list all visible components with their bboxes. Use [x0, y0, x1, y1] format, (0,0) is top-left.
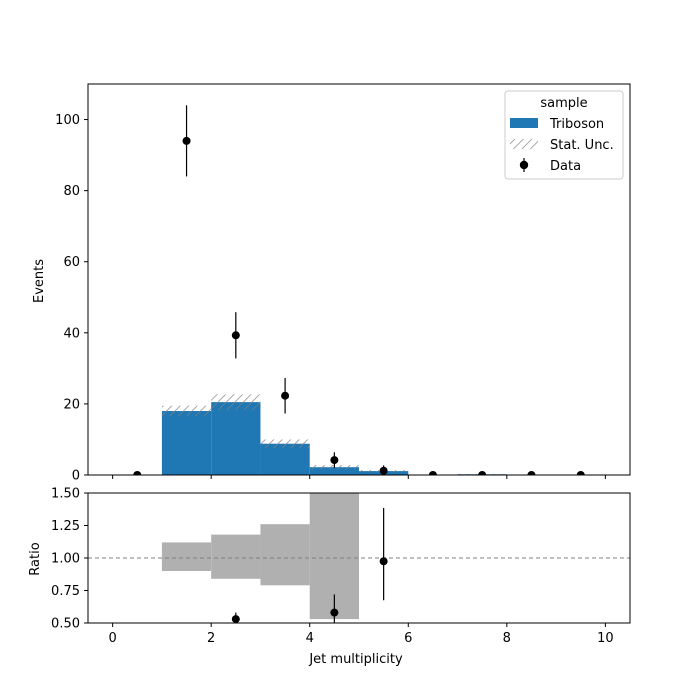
legend-label-triboson: Triboson [549, 117, 604, 132]
legend-label-data: Data [550, 159, 581, 174]
triboson-bar [309, 467, 359, 475]
ratio-y-axis-label: Ratio [28, 542, 43, 575]
legend-marker-data [519, 160, 529, 170]
legend: sample Triboson Stat. Unc. Data [504, 90, 624, 180]
x-tick-label: 6 [404, 631, 412, 646]
data-point [478, 471, 487, 475]
x-axis-label: Jet multiplicity [308, 652, 403, 667]
ratio-panel: 0 2 4 6 8 10 0.50 0.75 1.00 1.25 1.50 Ratio Jet m… [28, 487, 631, 667]
triboson-bar [211, 402, 261, 475]
main-data-points [133, 105, 585, 475]
main-axes-frame [87, 83, 631, 476]
y-tick-label: 60 [63, 255, 80, 270]
ratio-point [231, 615, 240, 623]
y-tick-label: 1.00 [51, 552, 80, 567]
y-tick-label: 1.25 [51, 519, 80, 534]
stat-unc-band [260, 439, 310, 448]
y-tick-label: 20 [63, 397, 80, 412]
triboson-bar [260, 443, 310, 475]
ratio-x-ticks: 0 2 4 6 8 10 [108, 623, 614, 646]
data-point [281, 391, 290, 400]
data-point [182, 136, 191, 145]
main-panel: 0 20 40 60 80 100 Events sample Triboson Stat… [32, 83, 631, 484]
x-tick-label: 0 [108, 631, 116, 646]
y-tick-label: 40 [63, 326, 80, 341]
y-tick-label: 80 [63, 184, 80, 199]
x-tick-label: 2 [207, 631, 215, 646]
data-point [527, 471, 536, 475]
ratio-unc-bin [260, 524, 310, 586]
main-x-ticks [112, 475, 606, 479]
data-point [576, 471, 585, 475]
ratio-y-ticks: 0.50 0.75 1.00 1.25 1.50 [51, 487, 88, 632]
data-point [231, 331, 240, 340]
stat-unc-band [211, 394, 261, 410]
stat-unc-band [161, 405, 212, 417]
main-y-axis-label: Events [32, 259, 47, 303]
y-tick-label: 0.75 [51, 584, 80, 599]
x-tick-label: 8 [503, 631, 511, 646]
data-point [379, 466, 388, 475]
legend-swatch-triboson [510, 118, 538, 128]
ratio-unc-bin [161, 542, 212, 571]
main-y-ticks: 0 20 40 60 80 100 [55, 113, 88, 484]
ratio-unc-bin [211, 534, 261, 579]
ratio-data-points [231, 507, 388, 623]
legend-label-stat-unc: Stat. Unc. [550, 138, 614, 153]
ratio-point [379, 557, 388, 566]
triboson-bar [161, 411, 212, 475]
ratio-point [330, 608, 339, 617]
y-tick-label: 0.50 [51, 617, 80, 632]
ratio-uncertainty-band [161, 493, 359, 620]
y-tick-label: 100 [55, 113, 80, 128]
legend-swatch-stat-unc [510, 139, 538, 149]
data-point [330, 456, 339, 465]
y-tick-label: 0 [72, 469, 80, 484]
y-tick-label: 1.50 [51, 487, 80, 502]
data-point [133, 471, 142, 475]
data-point [428, 471, 437, 475]
legend-frame [504, 90, 624, 180]
legend-title: sample [540, 96, 587, 111]
x-tick-label: 10 [597, 631, 614, 646]
x-tick-label: 4 [306, 631, 314, 646]
